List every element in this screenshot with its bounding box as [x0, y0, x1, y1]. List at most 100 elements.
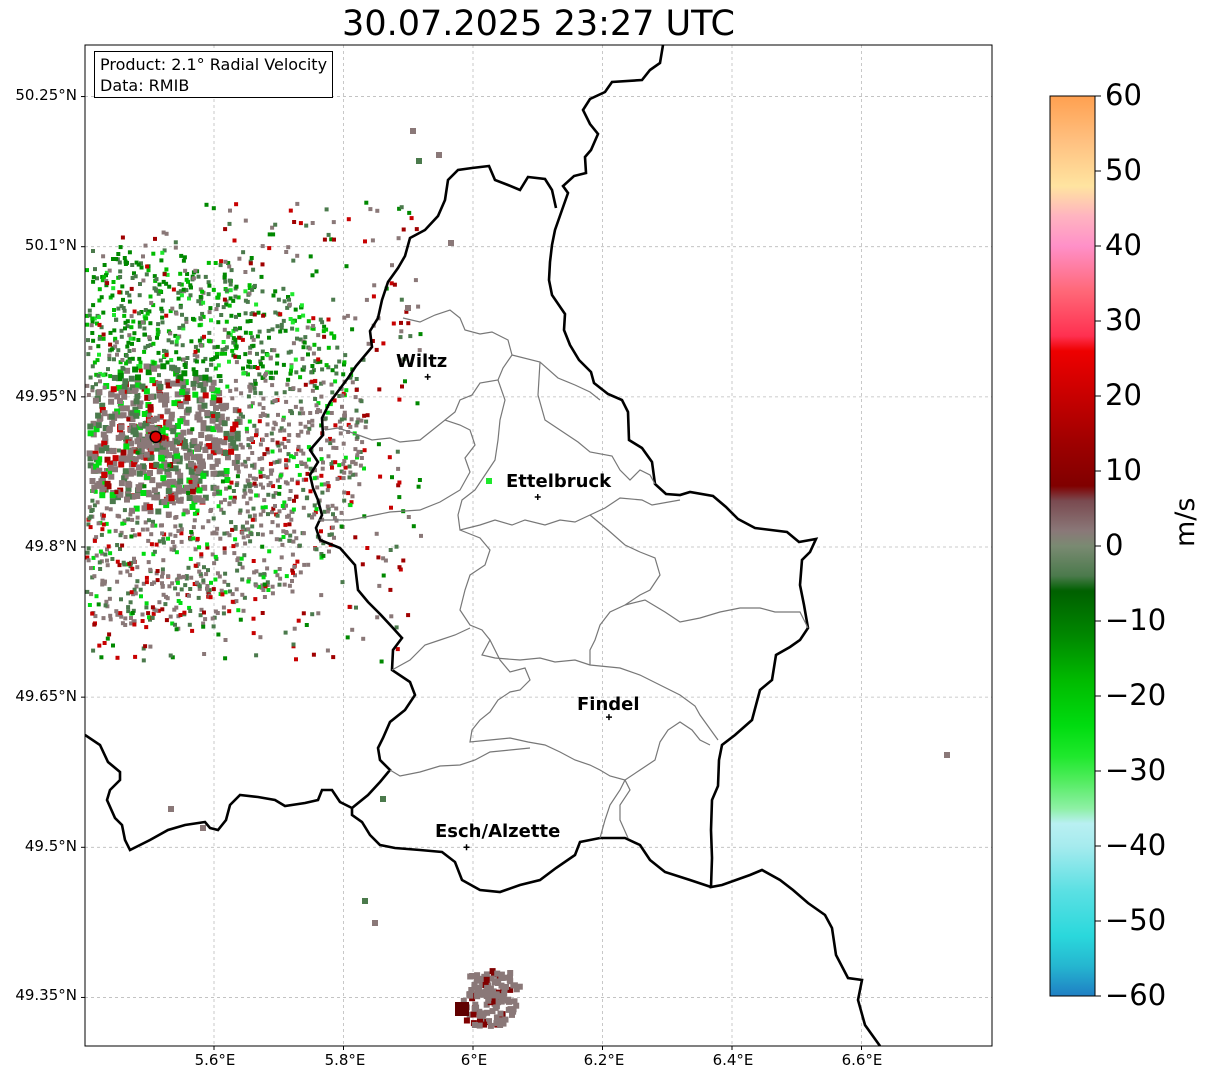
- map-frame: [84, 44, 993, 1047]
- radar-pixel: [101, 616, 106, 621]
- radar-pixel: [353, 461, 358, 466]
- radar-pixel: [289, 509, 294, 514]
- radar-pixel: [151, 519, 155, 524]
- radar-pixel: [147, 508, 154, 515]
- radar-pixel: [155, 569, 160, 573]
- radar-pixel: [232, 421, 239, 428]
- radar-pixel: [215, 526, 220, 531]
- radar-pixel: [92, 622, 97, 627]
- radar-pixel: [118, 547, 122, 551]
- radar-pixel: [278, 428, 283, 433]
- radar-pixel: [341, 476, 346, 481]
- radar-pixel: [168, 614, 173, 619]
- radar-pixel: [100, 578, 105, 583]
- radar-pixel: [211, 624, 216, 629]
- radar-pixel: [231, 340, 236, 345]
- radar-pixel: [125, 480, 132, 487]
- radar-pixel: [240, 530, 245, 535]
- radar-pixel: [114, 340, 119, 345]
- radar-pixel: [326, 232, 331, 237]
- radar-pixel: [319, 457, 324, 462]
- radar-pixel: [131, 336, 136, 341]
- radar-pixel: [312, 512, 317, 517]
- radar-pixel: [394, 625, 399, 630]
- radar-pixel: [260, 262, 265, 267]
- radar-pixel: [168, 415, 175, 422]
- radar-pixel: [129, 286, 134, 291]
- radar-pixel: [177, 434, 184, 441]
- radar-pixel: [381, 556, 386, 561]
- radar-pixel: [284, 463, 288, 468]
- radar-pixel: [110, 386, 117, 393]
- radar-pixel: [249, 532, 254, 537]
- radar-pixel: [170, 306, 175, 311]
- radar-pixel: [201, 314, 206, 319]
- radar-pixel: [243, 464, 248, 469]
- radar-pixel: [273, 569, 278, 574]
- radar-pixel: [222, 497, 227, 502]
- radar-pixel: [132, 456, 139, 463]
- radar-pixel: [95, 500, 100, 505]
- radar-pixel: [157, 282, 162, 287]
- radar-pixel: [134, 438, 141, 445]
- radar-pixel: [176, 529, 181, 533]
- radar-pixel: [124, 562, 129, 567]
- radar-pixel: [478, 976, 485, 983]
- radar-pixel: [262, 572, 267, 577]
- radar-pixel: [286, 245, 291, 250]
- radar-pixel: [107, 529, 112, 534]
- radar-pixel: [181, 326, 186, 331]
- radar-pixel: [92, 360, 97, 365]
- radar-pixel: [310, 326, 315, 331]
- radar-pixel: [476, 1008, 483, 1015]
- radar-pixel: [134, 378, 141, 385]
- radar-pixel: [193, 563, 198, 568]
- radar-pixel: [85, 268, 89, 273]
- radar-pixel: [230, 439, 237, 446]
- radar-pixel: [471, 1022, 478, 1028]
- radar-pixel: [361, 357, 366, 362]
- radar-pixel: [94, 553, 99, 558]
- radar-pixel: [389, 281, 394, 286]
- radar-pixel: [127, 250, 132, 255]
- radar-pixel: [372, 920, 378, 926]
- radar-pixel: [111, 280, 116, 284]
- radar-pixel: [271, 506, 276, 511]
- radar-pixel: [234, 587, 239, 592]
- radar-pixel: [342, 470, 347, 475]
- radar-pixel: [110, 293, 115, 298]
- radar-pixel: [248, 539, 253, 544]
- radar-pixel: [222, 546, 227, 551]
- radar-pixel: [247, 286, 252, 290]
- radar-pixel: [175, 423, 181, 429]
- radar-pixel: [345, 635, 350, 640]
- radar-pixel: [397, 495, 402, 500]
- radar-pixel: [253, 378, 257, 383]
- radar-pixel: [117, 398, 123, 404]
- radar-pixel: [231, 328, 236, 333]
- radar-pixel: [201, 402, 208, 409]
- radar-pixel: [156, 608, 161, 613]
- radar-pixel: [371, 294, 376, 299]
- radar-pixel: [147, 449, 154, 456]
- radar-pixel: [289, 517, 294, 522]
- radar-pixel: [86, 546, 91, 551]
- radar-pixel: [173, 447, 179, 454]
- radar-pixel: [490, 971, 497, 978]
- radar-pixel: [200, 311, 205, 316]
- radar-pixel: [319, 593, 324, 598]
- radar-pixel: [219, 500, 223, 505]
- radar-pixel: [88, 514, 93, 519]
- radar-pixel: [247, 419, 252, 424]
- radar-pixel: [108, 398, 115, 405]
- radar-pixel: [140, 463, 146, 470]
- radar-pixel: [91, 484, 98, 491]
- radar-pixel: [235, 568, 240, 573]
- radar-pixel: [119, 304, 124, 309]
- radar-pixel: [269, 530, 274, 535]
- radar-pixel: [315, 485, 320, 490]
- city-marker: [463, 844, 470, 851]
- radar-pixel: [239, 556, 244, 561]
- radar-pixel: [188, 479, 193, 484]
- radar-pixel: [301, 313, 306, 318]
